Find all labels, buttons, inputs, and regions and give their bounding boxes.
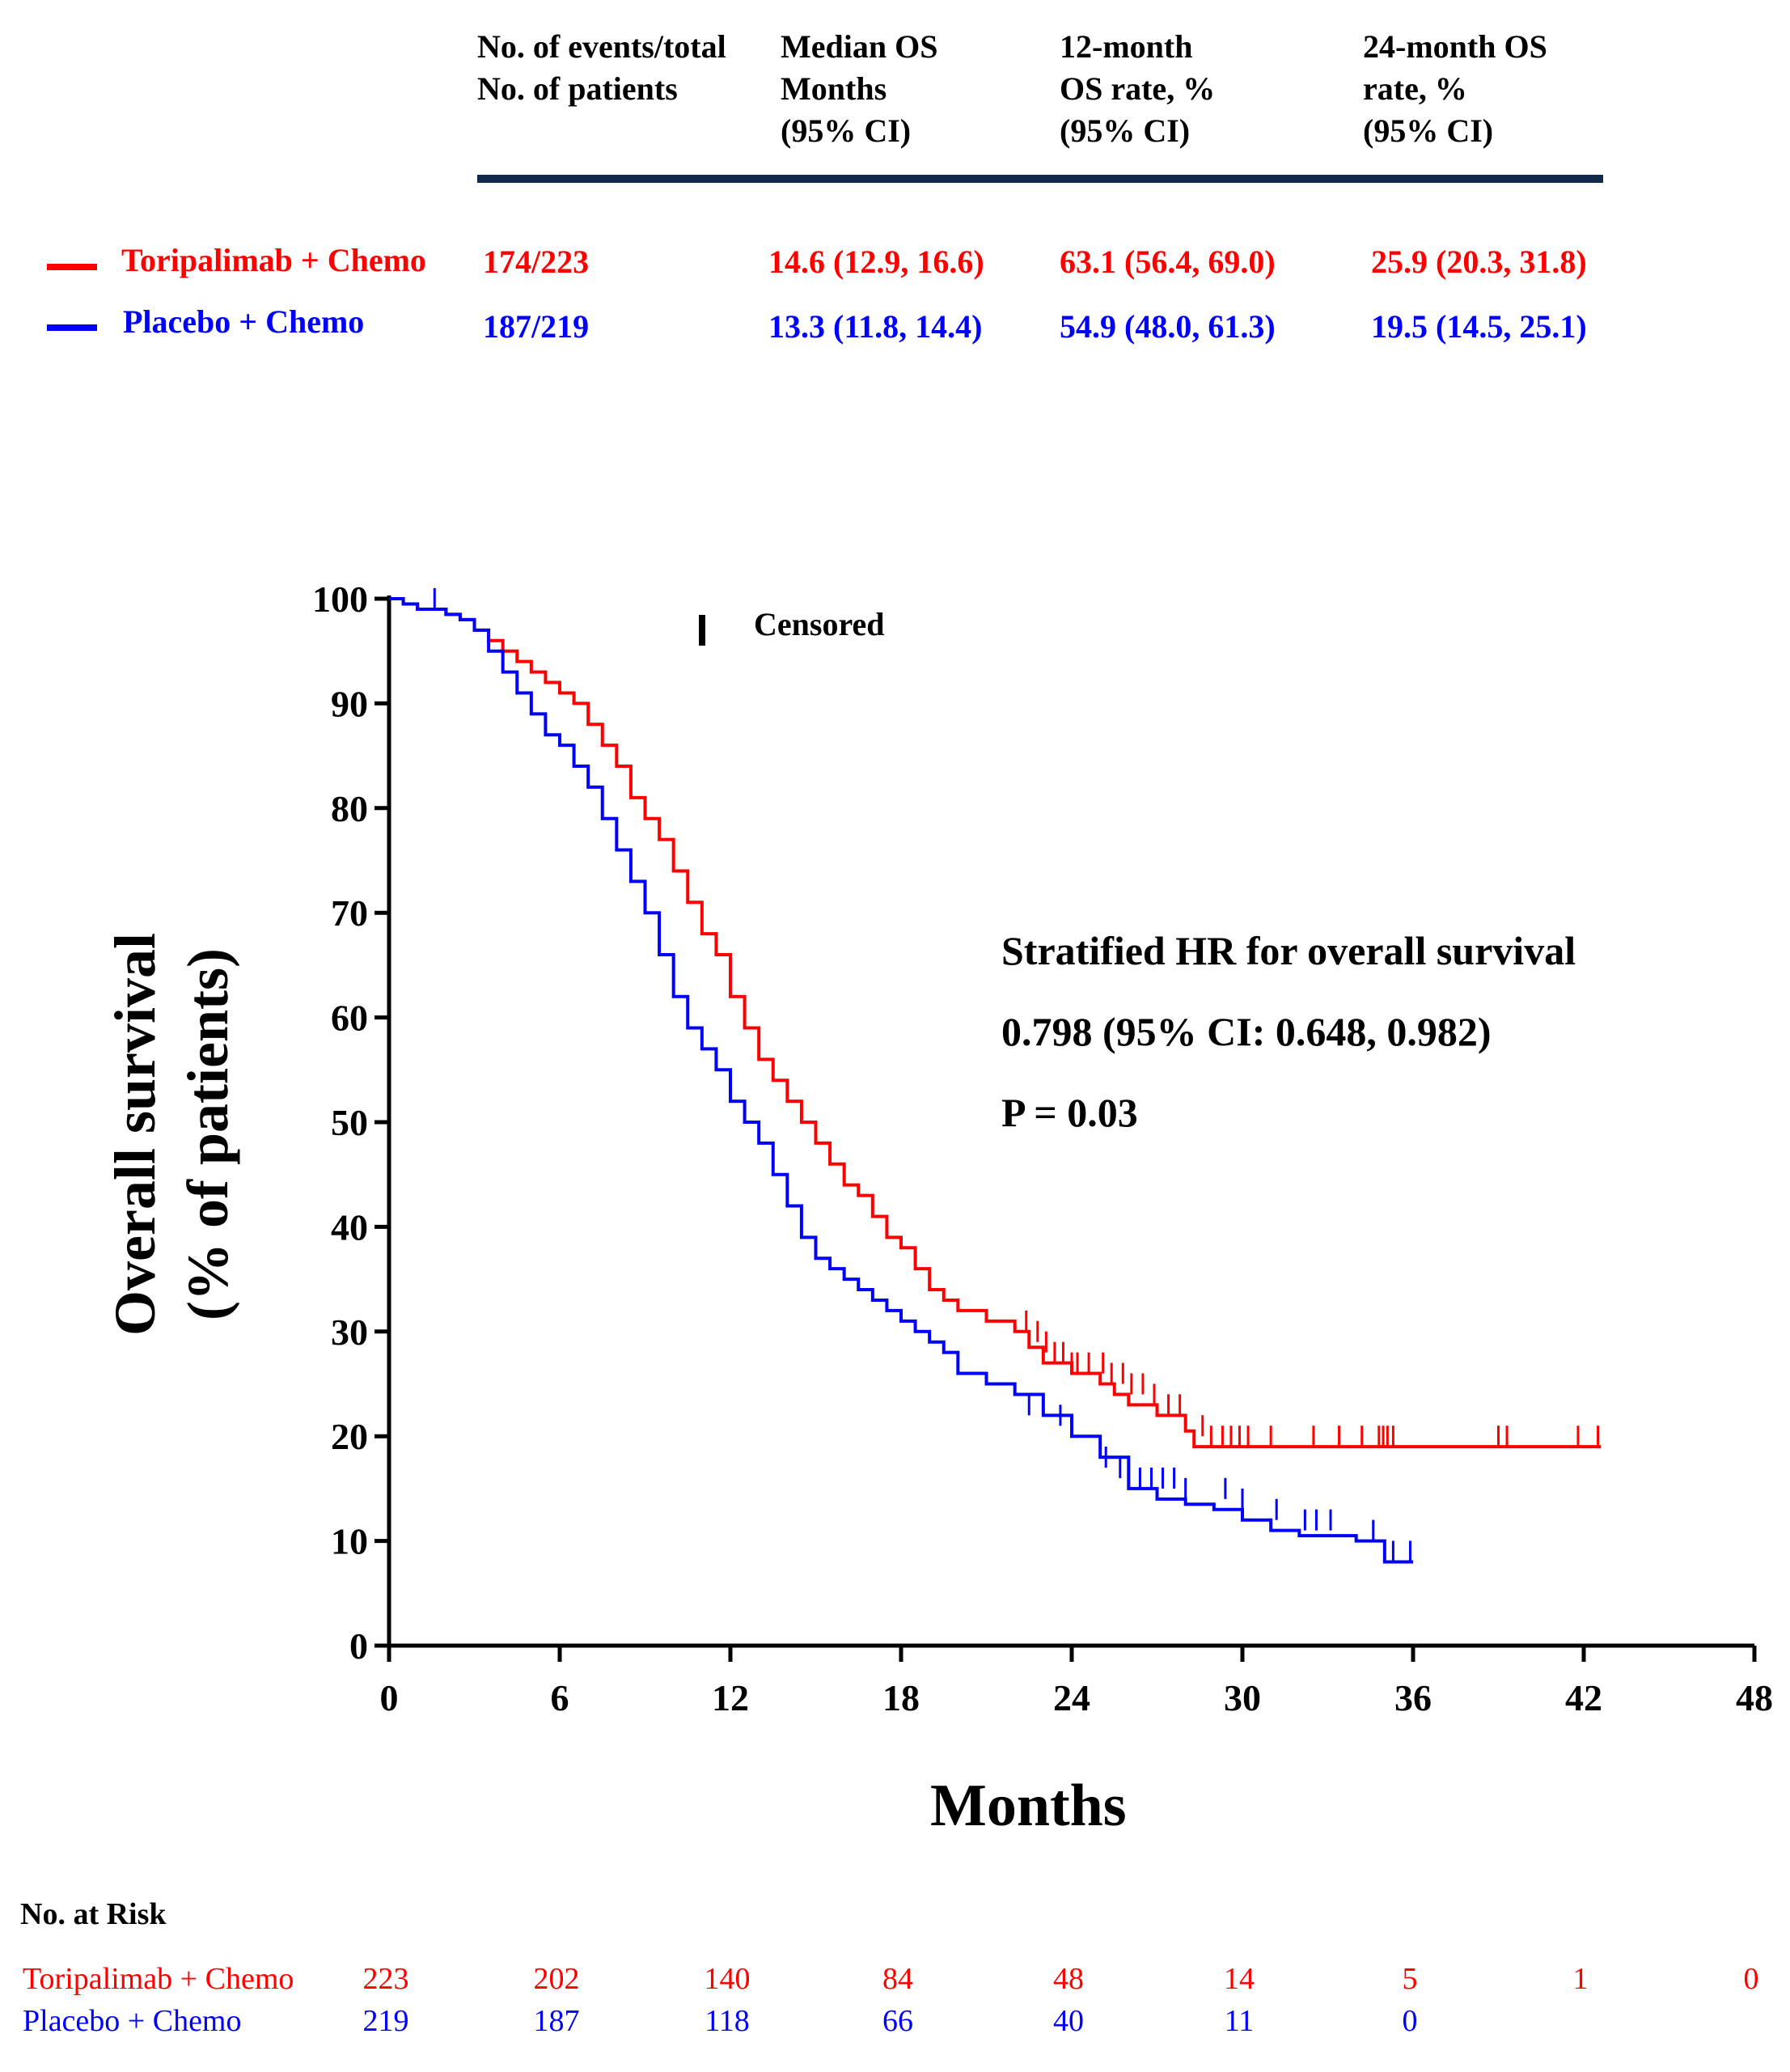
hr-annotation-line3: P = 0.03 <box>1001 1090 1138 1135</box>
row-events-toripalimab: 174/223 <box>483 244 590 280</box>
legend-swatch-toripalimab <box>47 264 97 270</box>
chart-labels: 0 10 20 30 40 50 60 70 80 90 100 0 6 12 18 24 30 36 42 48 <box>312 578 1773 1718</box>
y-tick-label: 90 <box>331 683 368 724</box>
x-tick-label: 12 <box>712 1677 749 1718</box>
header-rate12: 12-month OS rate, % (95% CI) <box>1060 26 1215 152</box>
km-curve-series-1 <box>389 597 1413 1564</box>
header-rate12-line2: OS rate, % <box>1060 70 1216 107</box>
x-tick-label: 0 <box>380 1677 399 1718</box>
header-median-line2: Months <box>781 70 887 107</box>
x-tick-label: 48 <box>1736 1677 1773 1718</box>
y-axis-title: Overall survival (% of patients) <box>99 933 244 1336</box>
header-events-line1: No. of events/total <box>477 28 726 65</box>
row-median-toripalimab: 14.6 (12.9, 16.6) <box>768 244 984 280</box>
y-tick-label: 60 <box>331 998 368 1039</box>
risk-arm-placebo: Placebo + Chemo <box>23 2004 242 2038</box>
x-tick-label: 6 <box>551 1677 569 1718</box>
chart-series <box>389 587 1602 1564</box>
risk-value: 118 <box>705 2004 750 2038</box>
row-median-placebo: 13.3 (11.8, 14.4) <box>768 308 983 345</box>
y-axis-title-line1: Overall survival <box>103 933 167 1336</box>
risk-value: 202 <box>533 1962 580 1996</box>
legend-swatch-placebo <box>47 324 97 331</box>
header-divider <box>477 175 1603 183</box>
y-axis-title-line2: (% of patients) <box>176 948 240 1320</box>
x-tick-label: 30 <box>1224 1677 1261 1718</box>
risk-value: 1 <box>1572 1962 1589 1996</box>
y-tick-label: 20 <box>331 1416 368 1457</box>
risk-value: 0 <box>1743 1962 1759 1996</box>
header-rate24: 24-month OS rate, % (95% CI) <box>1363 26 1547 152</box>
header-events: No. of events/total No. of patients <box>477 26 726 110</box>
y-tick-label: 30 <box>331 1311 368 1353</box>
header-median-line3: (95% CI) <box>781 112 912 149</box>
header-median: Median OS Months (95% CI) <box>781 26 937 152</box>
censored-legend-mark <box>699 615 705 646</box>
km-chart: 0 10 20 30 40 50 60 70 80 90 100 0 6 12 18 24 30 36 42 48 <box>312 578 1773 1718</box>
header-events-line2: No. of patients <box>477 70 678 107</box>
hr-annotation-line2: 0.798 (95% CI: 0.648, 0.982) <box>1001 1009 1492 1054</box>
risk-value: 48 <box>1053 1962 1084 1996</box>
header-median-line1: Median OS <box>781 28 938 65</box>
risk-value: 5 <box>1402 1962 1418 1996</box>
hr-annotation-line1: Stratified HR for overall survival <box>1001 928 1576 973</box>
header-rate24-line1: 24-month OS <box>1363 28 1547 65</box>
risk-value: 187 <box>533 2004 580 2038</box>
header-rate24-line3: (95% CI) <box>1363 112 1494 149</box>
y-tick-label: 70 <box>331 892 368 934</box>
y-tick-label: 50 <box>331 1102 368 1143</box>
risk-arm-toripalimab: Toripalimab + Chemo <box>23 1962 294 1996</box>
x-tick-label: 18 <box>882 1677 920 1718</box>
row-arm-placebo: Placebo + Chemo <box>123 303 365 340</box>
risk-value: 140 <box>704 1962 751 1996</box>
risk-value: 223 <box>362 1962 409 1996</box>
x-axis-title: Months <box>930 1773 1127 1839</box>
header-rate12-line3: (95% CI) <box>1060 112 1191 149</box>
y-tick-label: 40 <box>331 1206 368 1248</box>
risk-value: 84 <box>882 1962 913 1996</box>
header-rate12-line1: 12-month <box>1060 28 1193 65</box>
y-tick-label: 10 <box>331 1521 368 1562</box>
row-events-placebo: 187/219 <box>483 308 590 345</box>
censored-legend-label: Censored <box>754 606 885 642</box>
row-rate12-toripalimab: 63.1 (56.4, 69.0) <box>1060 244 1276 280</box>
risk-value: 0 <box>1402 2004 1418 2038</box>
x-tick-label: 24 <box>1053 1677 1090 1718</box>
risk-value: 66 <box>882 2004 913 2038</box>
risk-value: 14 <box>1224 1962 1255 1996</box>
risk-value: 11 <box>1224 2004 1255 2038</box>
y-tick-label: 100 <box>312 578 368 620</box>
chart-axes <box>375 595 1757 1662</box>
risk-value: 219 <box>362 2004 409 2038</box>
row-rate12-placebo: 54.9 (48.0, 61.3) <box>1060 308 1276 345</box>
y-tick-label: 80 <box>331 788 368 829</box>
row-rate24-toripalimab: 25.9 (20.3, 31.8) <box>1371 244 1587 280</box>
header-rate24-line2: rate, % <box>1363 70 1467 107</box>
y-tick-label: 0 <box>349 1625 368 1667</box>
x-tick-label: 42 <box>1565 1677 1602 1718</box>
row-rate24-placebo: 19.5 (14.5, 25.1) <box>1371 308 1587 345</box>
risk-table-title: No. at Risk <box>20 1897 167 1931</box>
row-arm-toripalimab: Toripalimab + Chemo <box>121 242 426 278</box>
x-tick-label: 36 <box>1394 1677 1432 1718</box>
risk-value: 40 <box>1053 2004 1084 2038</box>
